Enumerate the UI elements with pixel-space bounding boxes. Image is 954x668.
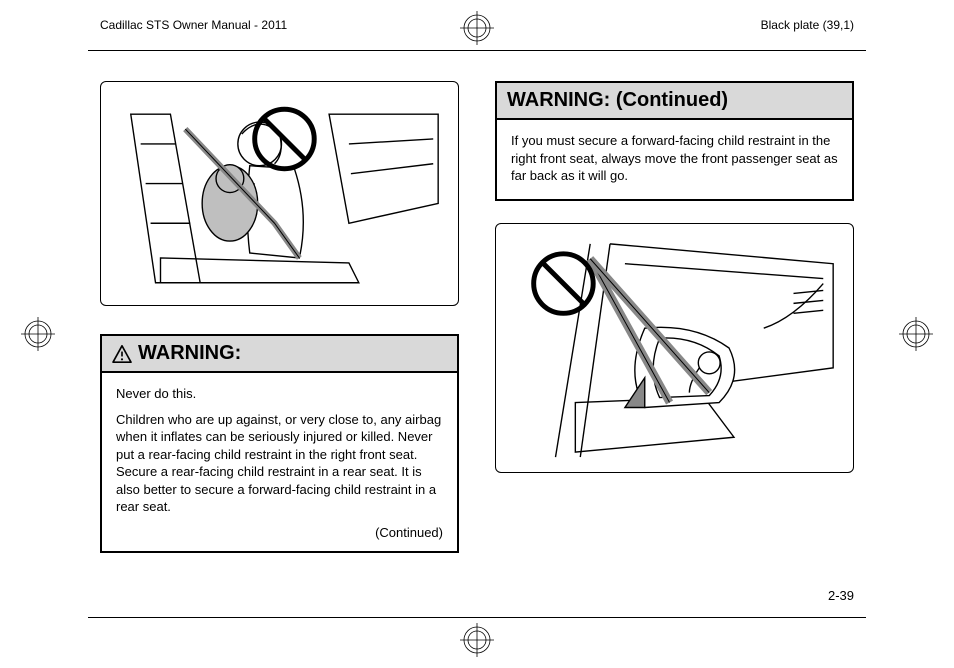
line-drawing-icon	[496, 224, 853, 472]
page-number: 2-39	[828, 588, 854, 603]
crop-mark-top	[457, 8, 497, 48]
warning-box-continued: WARNING: (Continued) If you must secure …	[495, 81, 854, 201]
right-column: WARNING: (Continued) If you must secure …	[495, 81, 854, 605]
crop-mark-left	[18, 314, 58, 354]
warning-paragraph: Children who are up against, or very clo…	[116, 411, 443, 516]
plate-label: Black plate (39,1)	[761, 18, 854, 32]
prohibition-icon	[255, 109, 314, 169]
manual-title: Cadillac STS Owner Manual - 2011	[100, 18, 287, 32]
warning-continued-title: WARNING: (Continued)	[507, 89, 728, 111]
illustration-woman-child	[100, 81, 459, 306]
warning-title: WARNING:	[138, 342, 241, 365]
illustration-child-seat	[495, 223, 854, 473]
warning-box: WARNING: Never do this. Children who are…	[100, 334, 459, 553]
warning-header: WARNING:	[102, 336, 457, 373]
warning-continued-paragraph: If you must secure a forward-facing chil…	[511, 132, 838, 185]
line-drawing-icon	[101, 82, 458, 305]
continued-label: (Continued)	[116, 524, 443, 542]
warning-triangle-icon	[112, 345, 132, 363]
crop-mark-right	[896, 314, 936, 354]
warning-header-continued: WARNING: (Continued)	[497, 83, 852, 120]
warning-body-continued: If you must secure a forward-facing chil…	[497, 120, 852, 199]
crop-mark-bottom	[457, 620, 497, 660]
left-column: WARNING: Never do this. Children who are…	[100, 81, 459, 605]
warning-paragraph: Never do this.	[116, 385, 443, 403]
warning-body: Never do this. Children who are up again…	[102, 373, 457, 551]
two-column-layout: WARNING: Never do this. Children who are…	[100, 81, 854, 605]
page-content-frame: WARNING: Never do this. Children who are…	[88, 50, 866, 618]
